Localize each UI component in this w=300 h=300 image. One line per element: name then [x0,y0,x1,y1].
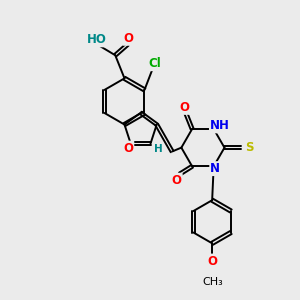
Text: O: O [123,142,133,154]
Text: NH: NH [210,119,230,132]
Text: N: N [210,162,220,175]
Text: O: O [123,32,133,45]
Text: O: O [179,101,189,114]
Text: CH₃: CH₃ [202,277,223,287]
Text: H: H [154,144,163,154]
Text: Cl: Cl [148,57,161,70]
Text: S: S [245,141,254,154]
Text: HO: HO [87,33,107,46]
Text: O: O [172,174,182,187]
Text: O: O [207,254,217,268]
